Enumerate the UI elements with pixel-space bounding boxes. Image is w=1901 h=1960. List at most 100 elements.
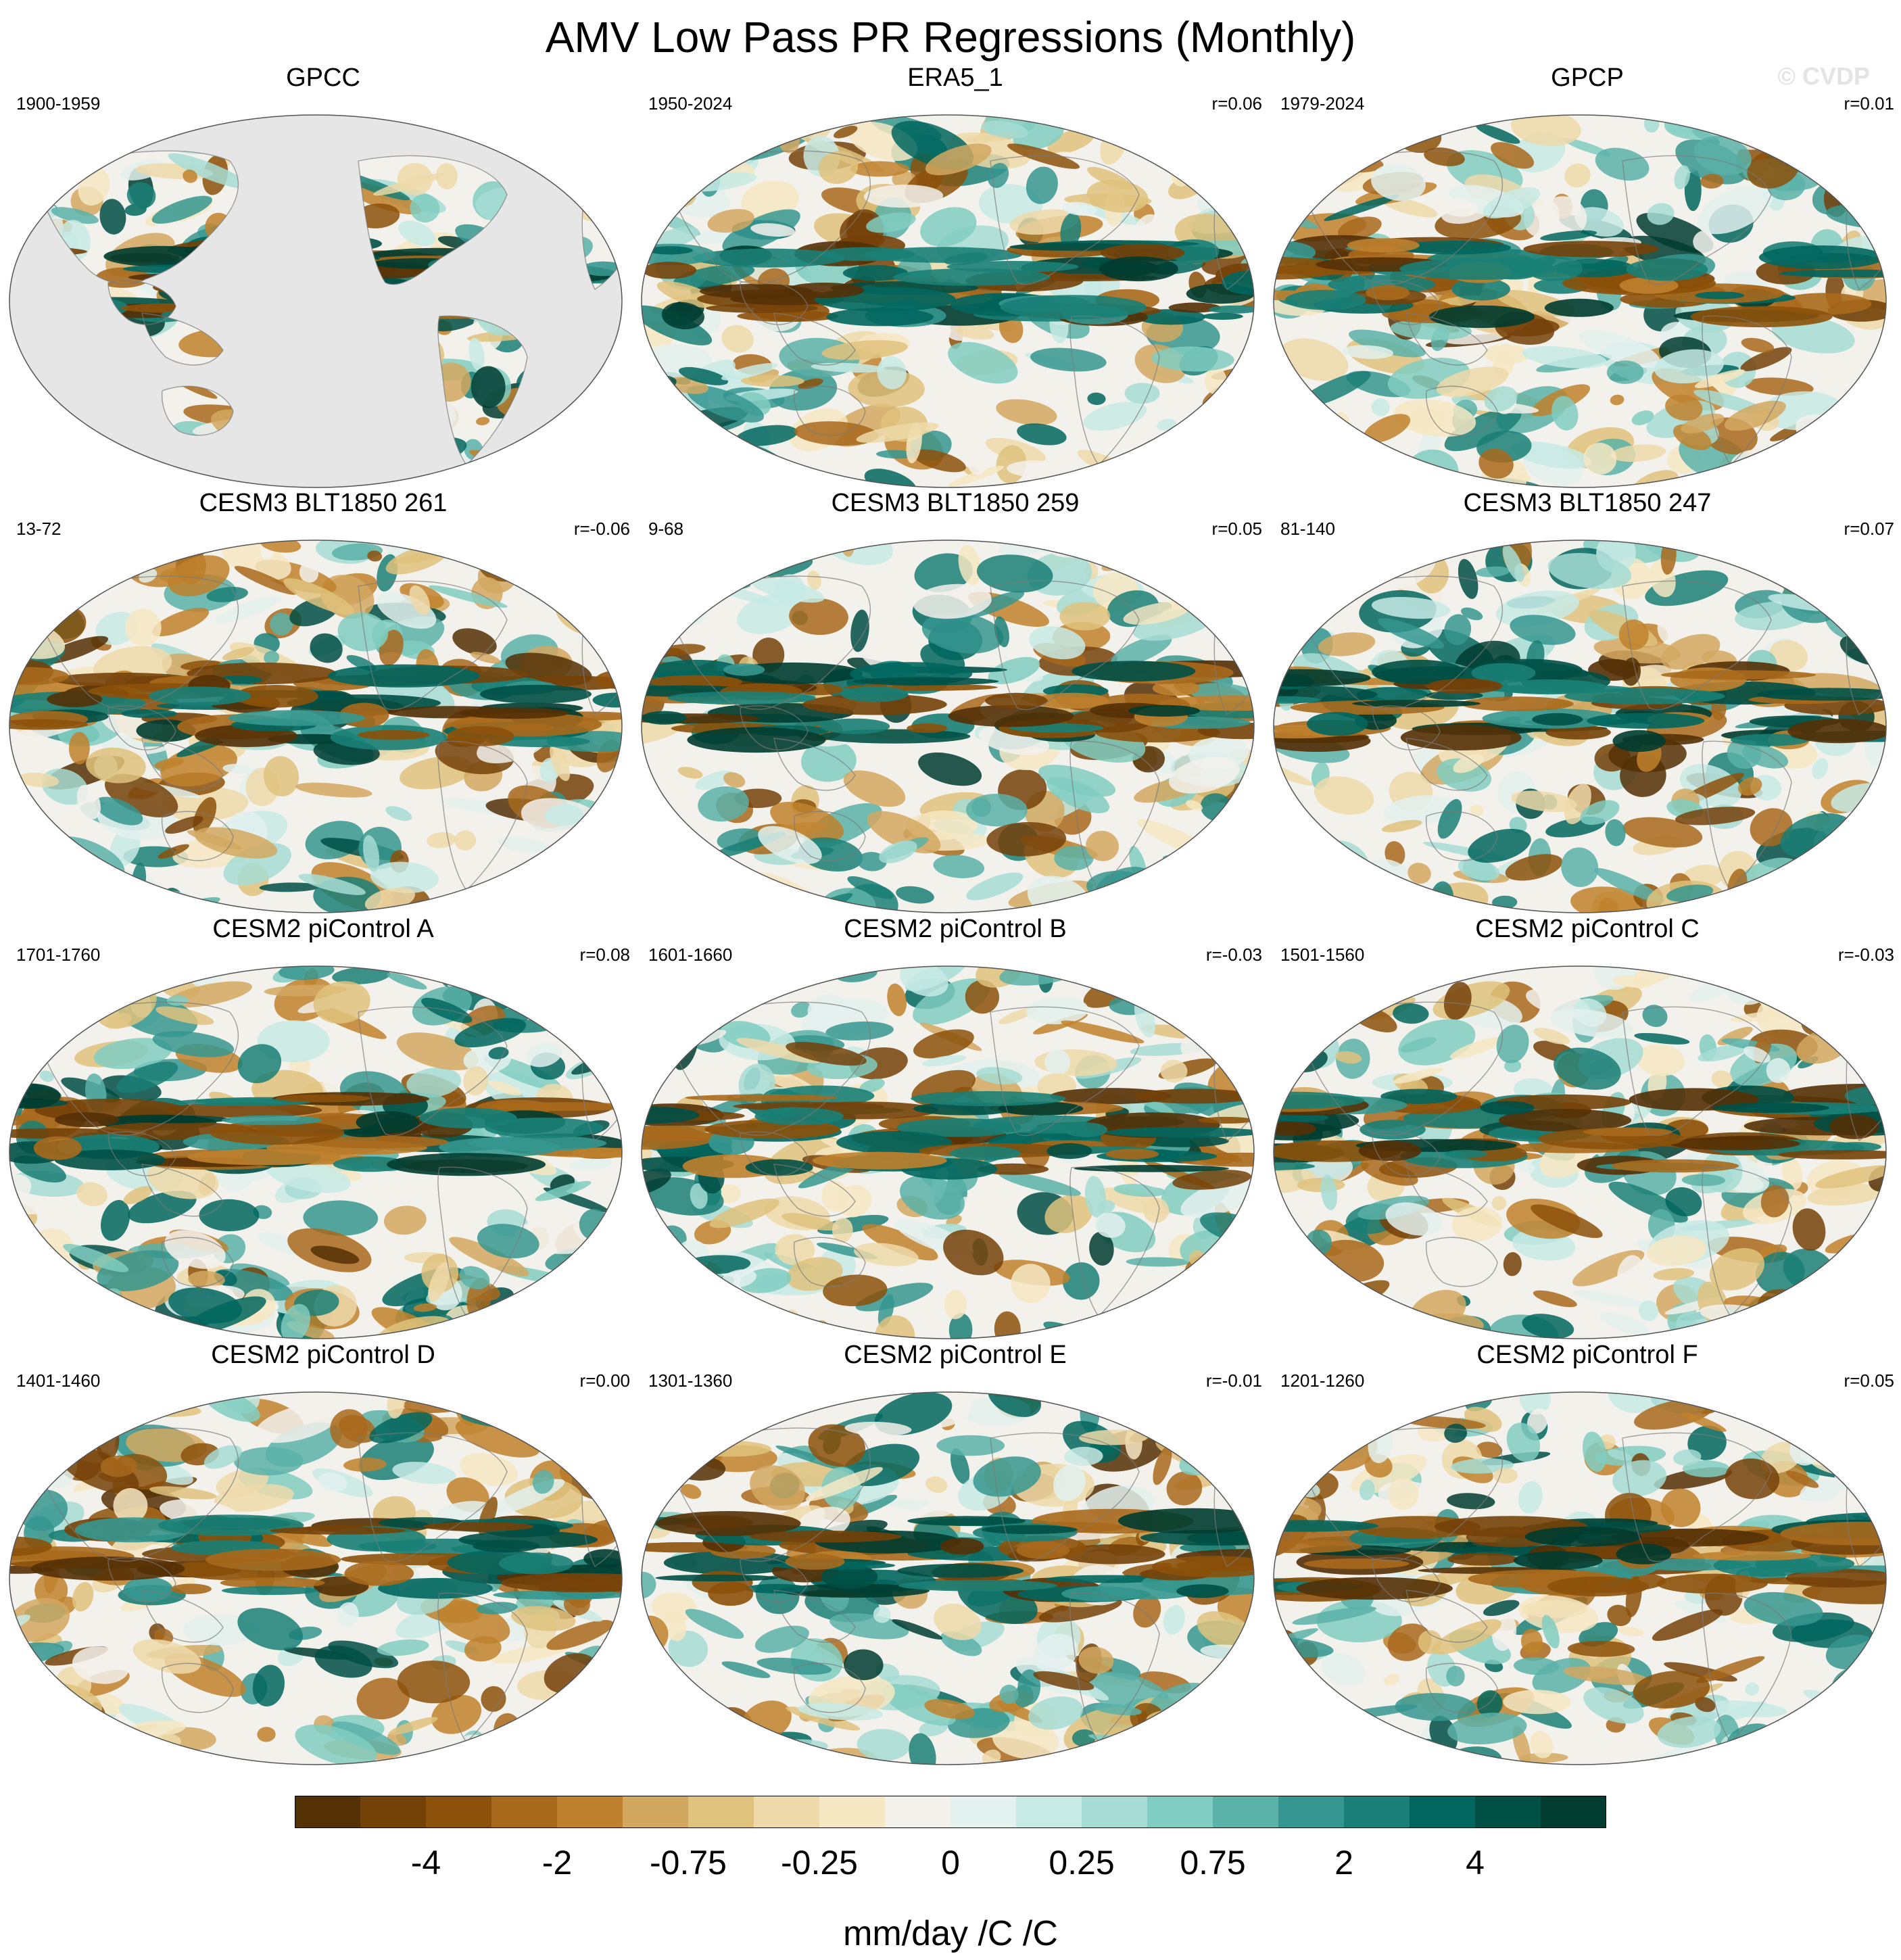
field-blob	[1275, 1021, 1343, 1036]
field-blob	[844, 1421, 912, 1436]
panel-title: CESM3 BLT1850 259	[831, 489, 1080, 517]
field-blob	[748, 454, 771, 473]
field-blob	[1758, 115, 1793, 135]
field-blob	[1274, 588, 1301, 631]
coastline-path	[107, 280, 176, 325]
field-blob	[1531, 1204, 1603, 1239]
field-blob	[1769, 640, 1808, 671]
field-blob	[1475, 566, 1510, 577]
colorbar-swatch	[426, 1796, 492, 1828]
field-blob	[511, 1606, 576, 1631]
field-blob	[1279, 833, 1297, 855]
coastline-path	[358, 1432, 508, 1562]
field-blob	[1503, 1252, 1522, 1276]
field-blob	[39, 1070, 54, 1082]
field-blob	[1160, 1059, 1188, 1083]
colorbar-tick-label: 0.25	[1049, 1844, 1114, 1882]
field-blob	[116, 1061, 178, 1093]
field-band	[1545, 725, 1611, 740]
field-blob	[1806, 1283, 1860, 1317]
map-outline	[641, 1391, 1255, 1765]
coastline-path	[990, 1432, 1140, 1562]
colorbar-tick-label: -0.25	[781, 1844, 858, 1882]
coastline-path	[161, 385, 234, 436]
coastline-path	[533, 999, 579, 1025]
field-blob	[551, 579, 622, 603]
field-blob	[1274, 1393, 1332, 1417]
field-band	[234, 685, 318, 708]
field-blob	[51, 1269, 80, 1308]
coastline-path	[740, 705, 809, 750]
field-blob	[642, 1297, 663, 1315]
field-blob	[449, 1237, 529, 1276]
field-blob	[1060, 212, 1082, 249]
field-blob	[550, 848, 577, 886]
field-blob	[580, 1421, 614, 1438]
field-blob	[1188, 1004, 1245, 1031]
field-blob	[1314, 776, 1374, 815]
field-blob	[27, 1289, 70, 1328]
field-blob	[1433, 1392, 1448, 1404]
field-blob	[1044, 1049, 1071, 1076]
field-band	[1059, 1544, 1165, 1564]
field-blob	[1381, 819, 1422, 832]
field-blob	[1030, 348, 1107, 372]
field-band	[667, 691, 816, 705]
field-blob	[1821, 115, 1886, 142]
field-blob	[57, 1713, 106, 1729]
field-blob	[1274, 1686, 1328, 1727]
field-blob	[1127, 1746, 1163, 1765]
field-blob	[948, 341, 1018, 384]
field-blob	[428, 1262, 450, 1302]
field-blob	[1446, 1665, 1465, 1687]
field-blob	[1843, 137, 1886, 164]
field-blob	[1393, 1003, 1429, 1024]
field-blob	[1110, 1392, 1161, 1418]
map-panel: CESM2 piControl A 1701-1760 r=0.08	[7, 915, 640, 1339]
field-blob	[1059, 602, 1111, 631]
field-blob	[413, 1303, 437, 1312]
field-band	[842, 265, 909, 281]
coastline-path	[1297, 575, 1503, 710]
field-blob	[77, 552, 130, 580]
field-blob	[1800, 1723, 1856, 1746]
field-blob	[1518, 1595, 1598, 1633]
map-field	[1274, 966, 1886, 1339]
field-band	[642, 1106, 700, 1124]
field-blob	[877, 356, 907, 389]
field-blob	[1389, 540, 1455, 555]
coastline-path	[533, 1425, 579, 1451]
field-blob	[524, 986, 595, 1009]
field-blob	[936, 1435, 1005, 1456]
coastline-path	[161, 1663, 234, 1713]
field-blob	[700, 1743, 742, 1759]
field-blob	[657, 571, 689, 604]
field-blob	[1724, 400, 1786, 431]
field-blob	[435, 163, 458, 189]
field-band	[170, 1583, 212, 1594]
colorbar-frame	[295, 1796, 1606, 1828]
field-blob	[1310, 464, 1365, 486]
field-blob	[965, 980, 1000, 1014]
field-blob	[569, 1157, 613, 1170]
colorbar-swatch	[1475, 1796, 1541, 1828]
field-blob	[1320, 1174, 1338, 1211]
colorbar-tick-label: 2	[1334, 1844, 1353, 1882]
coastline-path	[1165, 1425, 1211, 1451]
field-blob	[721, 325, 754, 353]
field-band	[1099, 256, 1178, 282]
field-blob	[568, 1415, 622, 1441]
field-blob	[1314, 878, 1359, 907]
field-blob	[1738, 777, 1762, 796]
field-blob	[488, 1080, 522, 1096]
field-blob	[463, 1066, 489, 1096]
field-blob	[1208, 1266, 1254, 1287]
map-panel: CESM3 BLT1850 259 9-68 r=0.05	[639, 489, 1272, 913]
field-band	[1611, 1159, 1739, 1173]
field-band	[821, 1564, 878, 1589]
field-band	[1491, 679, 1607, 695]
field-band	[358, 1541, 437, 1552]
coastline-path	[1622, 1006, 1772, 1137]
field-blob	[151, 195, 212, 224]
field-band	[1168, 302, 1221, 313]
